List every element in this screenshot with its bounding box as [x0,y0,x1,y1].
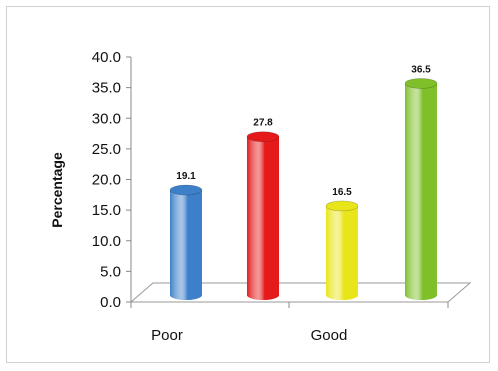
bar-shading [326,205,358,300]
bar-shading [170,190,202,300]
bar-top-cap [246,131,280,143]
x-category-label: Good [311,327,348,344]
bar-shading [247,136,279,300]
chart-floor [129,282,472,303]
data-label: 27.8 [253,118,273,129]
data-label: 16.5 [332,187,352,198]
bar [404,78,438,300]
bar-top-cap [325,200,359,212]
y-tick-label: 10.0 [92,233,121,250]
y-tick-label: 20.0 [92,172,121,189]
y-axis-label: Percentage [49,152,65,228]
y-tick-label: 30.0 [92,110,121,127]
y-tick-label: 0.0 [100,294,121,311]
x-category-label: Poor [151,327,183,344]
y-tick-label: 35.0 [92,80,121,97]
data-label: 19.1 [176,171,196,182]
y-tick-label: 15.0 [92,202,121,219]
bar [246,131,280,300]
bar [325,200,359,300]
y-tick-label: 25.0 [92,141,121,158]
data-label: 36.5 [411,64,431,75]
bar-top-cap [404,78,438,89]
y-tick-label: 40.0 [92,49,121,66]
y-tick-label: 5.0 [100,263,121,280]
bar [169,184,203,300]
bar-shading [405,83,437,300]
bar-top-cap [169,184,203,196]
